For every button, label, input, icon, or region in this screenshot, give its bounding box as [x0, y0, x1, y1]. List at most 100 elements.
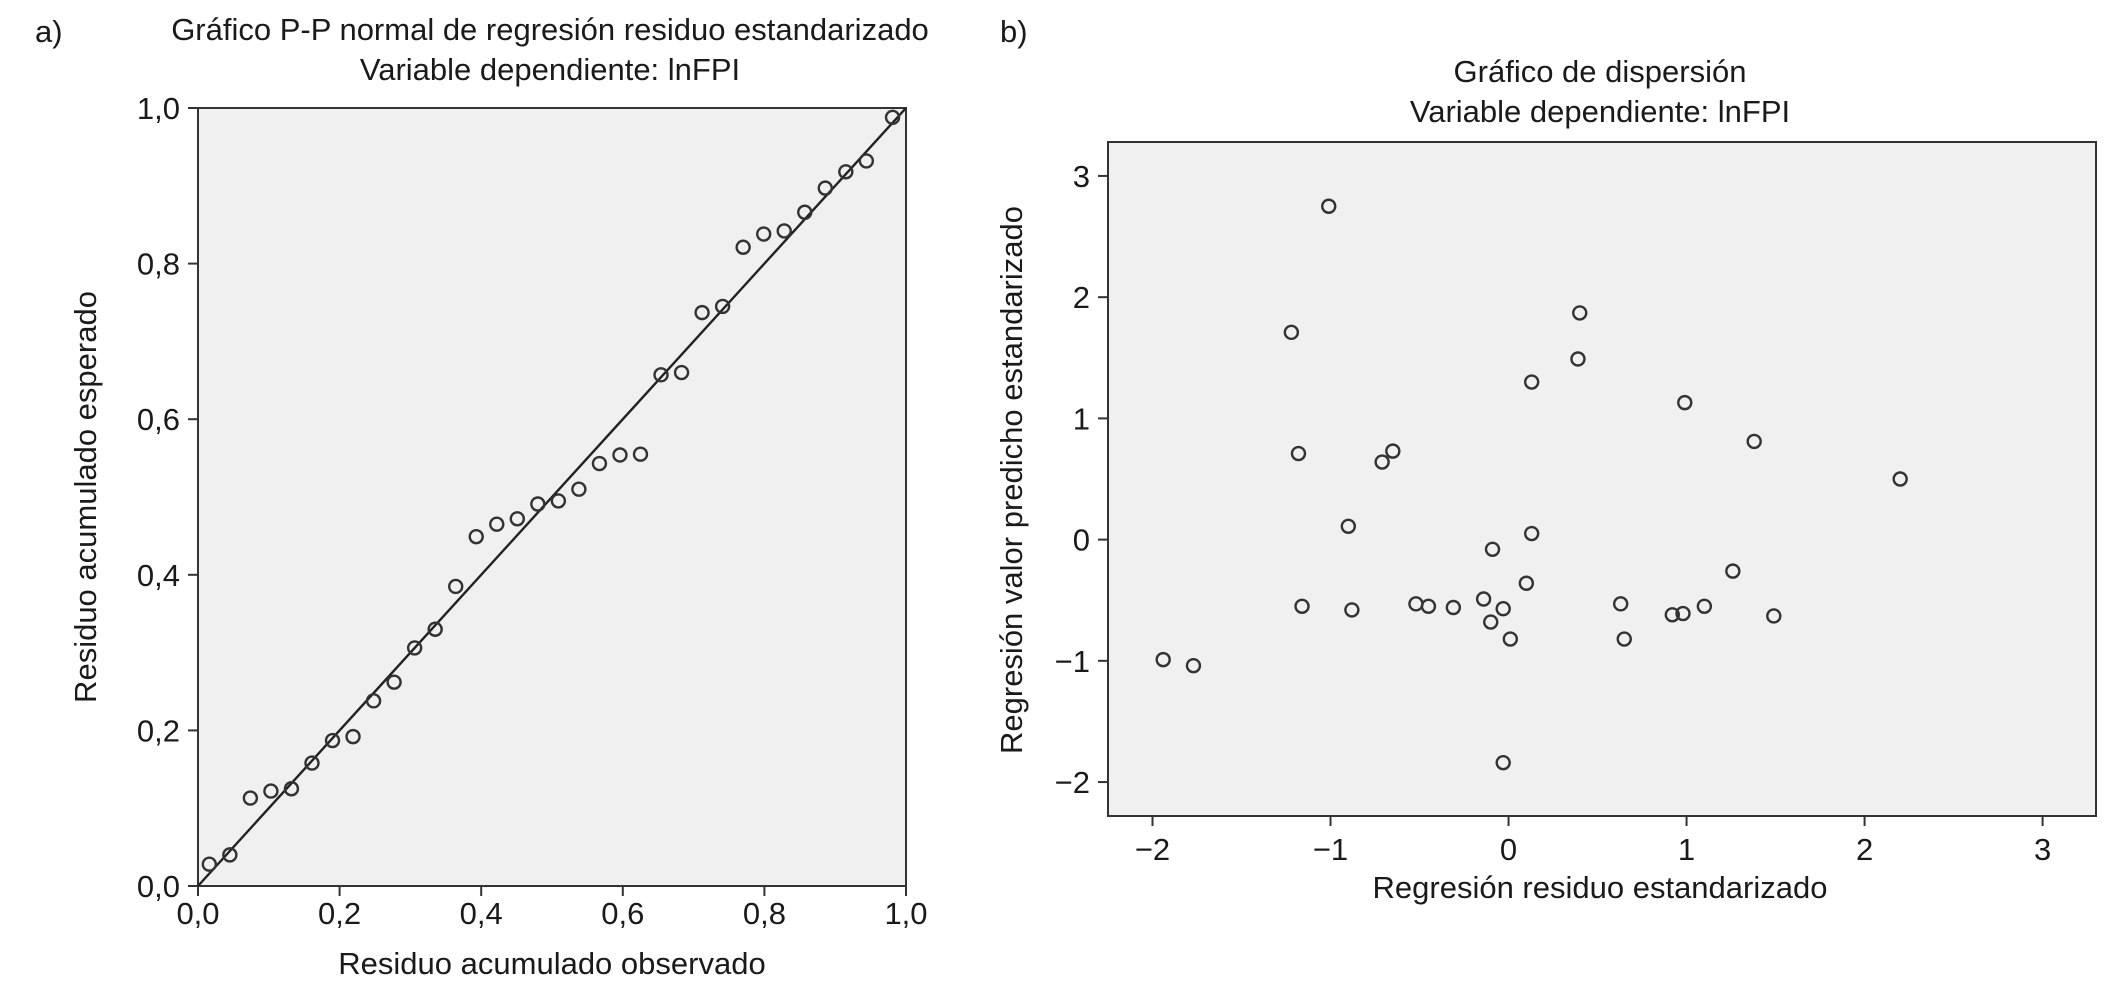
pp-data-point — [406, 640, 423, 656]
scatter-data-point — [1483, 614, 1499, 630]
pp-y-tick-label: 0,0 — [137, 869, 180, 904]
pp-data-point — [817, 180, 833, 196]
pp-x-tick-label: 0,2 — [318, 896, 361, 931]
pp-y-tick-label: 0,2 — [137, 713, 180, 748]
pp-y-ticks: 0,0 0,2 0,4 0,6 0,8 1,0 — [137, 91, 198, 904]
scatter-plot-panel: b) Gráfico de dispersión Variable depend… — [994, 14, 2097, 905]
scatter-y-tick-label: −1 — [1055, 644, 1090, 679]
pp-x-tick-label: 0,8 — [743, 896, 786, 931]
pp-x-ticks: 0,0 0,2 0,4 0,6 0,8 1,0 — [176, 886, 928, 931]
scatter-data-point — [1570, 351, 1586, 367]
pp-data-point — [714, 298, 731, 315]
pp-x-tick-label: 0,4 — [460, 896, 503, 931]
pp-data-point — [591, 455, 608, 472]
pp-x-tick-label: 1,0 — [884, 896, 927, 931]
scatter-x-tick-label: −1 — [1313, 832, 1348, 867]
pp-data-point — [755, 226, 772, 242]
pp-data-point — [838, 164, 854, 180]
scatter-y-ticks: −2 −1 0 1 2 3 — [1055, 159, 1108, 800]
scatter-data-point — [1572, 305, 1588, 321]
pp-y-tick-label: 1,0 — [137, 91, 180, 126]
scatter-x-ticks: −2 −1 0 1 2 3 — [1135, 816, 2051, 867]
scatter-data-point — [1155, 651, 1171, 668]
pp-data-point — [797, 204, 813, 220]
pp-data-point — [427, 621, 443, 637]
pp-data-point — [468, 528, 484, 545]
scatter-data-point — [1664, 607, 1681, 623]
pp-data-point — [653, 367, 669, 383]
pp-points — [201, 109, 901, 872]
pp-data-point — [448, 578, 464, 595]
pp-data-point — [386, 674, 402, 690]
pp-data-point — [509, 511, 526, 527]
pp-data-point — [324, 732, 341, 749]
pp-x-tick-label: 0,0 — [176, 896, 219, 931]
scatter-data-point — [1420, 598, 1437, 614]
pp-data-point — [489, 516, 505, 532]
scatter-x-tick-label: 1 — [1678, 832, 1695, 867]
pp-plot-title: Gráfico P-P normal de regresión residuo … — [171, 12, 929, 47]
scatter-plot-area — [1107, 141, 2097, 817]
panel-label-b: b) — [1000, 14, 1028, 49]
scatter-data-point — [1475, 591, 1492, 607]
scatter-data-point — [1283, 324, 1300, 341]
pp-data-point — [632, 446, 649, 462]
scatter-y-tick-label: 3 — [1073, 159, 1090, 194]
scatter-data-point — [1185, 657, 1202, 674]
scatter-x-tick-label: 0 — [1500, 832, 1517, 867]
pp-y-axis-label: Residuo acumulado esperado — [68, 291, 103, 703]
scatter-data-point — [1518, 575, 1535, 591]
scatter-data-point — [1612, 596, 1629, 612]
pp-data-point — [242, 790, 259, 806]
scatter-data-point — [1344, 602, 1360, 618]
pp-data-point — [673, 364, 690, 381]
scatter-x-tick-label: −2 — [1135, 832, 1170, 867]
pp-x-tick-label: 0,6 — [601, 896, 644, 931]
scatter-data-point — [1523, 525, 1540, 542]
scatter-data-point — [1892, 471, 1908, 487]
pp-data-point — [263, 783, 279, 799]
scatter-data-point — [1502, 631, 1519, 647]
pp-data-point — [735, 239, 751, 255]
pp-y-tick-label: 0,6 — [137, 402, 180, 437]
pp-data-point — [304, 755, 320, 771]
scatter-x-tick-label: 2 — [1856, 832, 1873, 867]
scatter-data-point — [1675, 605, 1691, 622]
pp-data-point — [345, 728, 361, 745]
pp-y-tick-label: 0,8 — [137, 247, 180, 282]
scatter-data-point — [1725, 563, 1741, 579]
panel-label-a: a) — [35, 14, 63, 49]
scatter-x-axis-label: Regresión residuo estandarizado — [1373, 870, 1828, 905]
scatter-data-point — [1374, 454, 1390, 470]
scatter-y-tick-label: −2 — [1055, 765, 1090, 800]
pp-data-point — [612, 447, 628, 463]
scatter-y-tick-label: 1 — [1073, 401, 1090, 436]
scatter-data-point — [1696, 598, 1713, 614]
scatter-data-point — [1766, 608, 1782, 624]
pp-x-axis-label: Residuo acumulado observado — [338, 946, 765, 981]
scatter-y-tick-label: 0 — [1073, 523, 1090, 558]
scatter-data-point — [1484, 541, 1501, 558]
pp-plot-panel: a) Gráfico P-P normal de regresión resid… — [35, 12, 929, 981]
scatter-subtitle: Variable dependiente: lnFPI — [1410, 94, 1790, 129]
pp-data-point — [884, 109, 901, 126]
scatter-data-point — [1495, 754, 1511, 771]
scatter-data-point — [1616, 631, 1632, 647]
pp-data-point — [776, 223, 792, 239]
pp-data-point — [222, 847, 238, 863]
pp-data-point — [694, 304, 710, 321]
scatter-y-axis-label: Regresión valor predicho estandarizado — [994, 206, 1029, 754]
pp-data-point — [571, 481, 587, 497]
scatter-data-point — [1523, 374, 1540, 390]
scatter-data-point — [1677, 394, 1693, 411]
pp-plot-subtitle: Variable dependiente: lnFPI — [360, 52, 740, 87]
scatter-data-point — [1294, 598, 1310, 614]
pp-data-point — [201, 856, 218, 872]
scatter-data-point — [1290, 445, 1307, 462]
scatter-data-point — [1321, 198, 1337, 214]
pp-data-point — [530, 496, 546, 512]
pp-data-point — [550, 493, 567, 509]
scatter-data-point — [1746, 433, 1762, 450]
scatter-data-point — [1445, 599, 1462, 616]
